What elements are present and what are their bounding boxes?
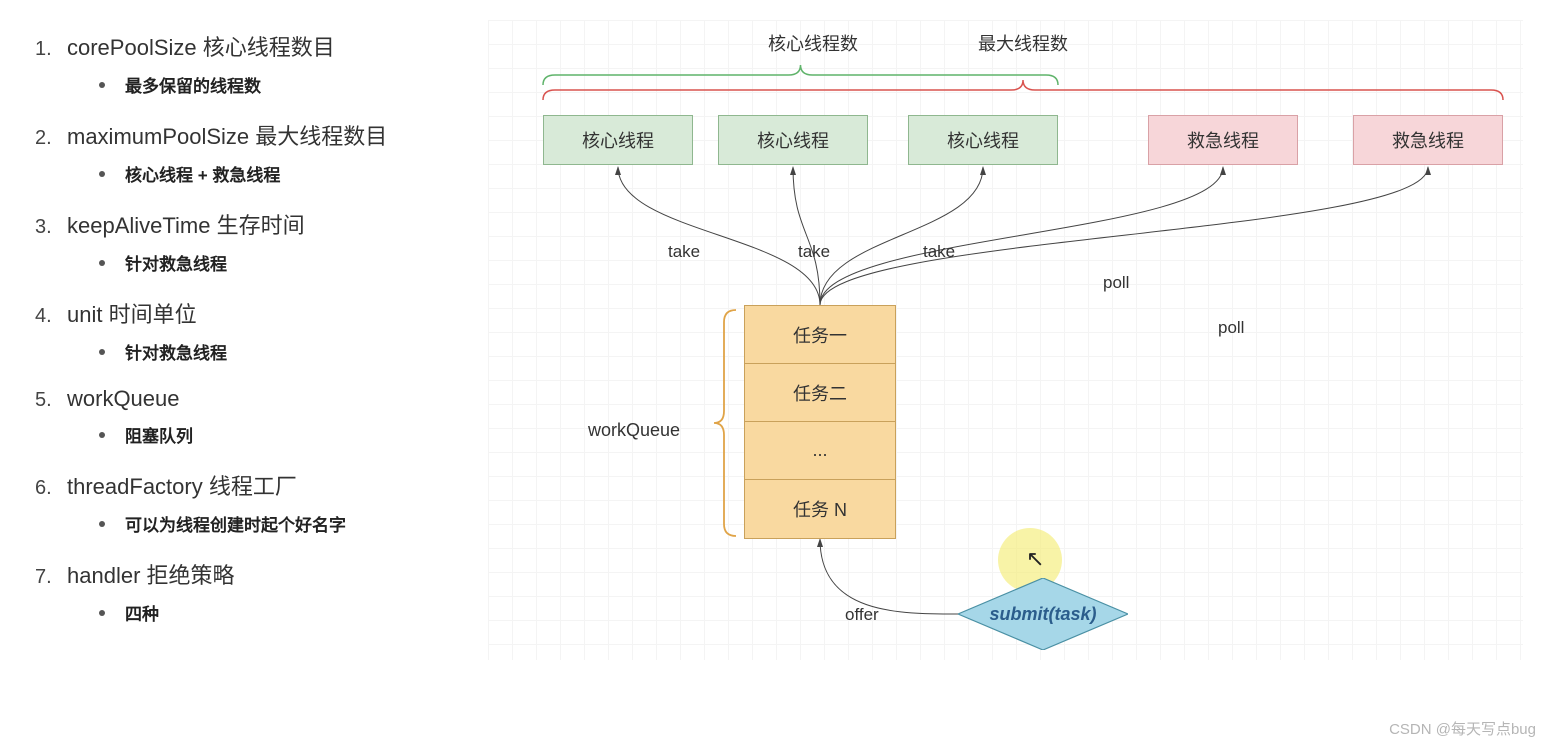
list-title: keepAliveTime 生存时间 (67, 208, 305, 240)
work-queue: 任务一 任务二 ... 任务 N (744, 305, 896, 539)
queue-cell: 任务一 (745, 306, 895, 364)
rescue-thread-box: 救急线程 (1353, 115, 1503, 165)
edge-label-take: take (923, 242, 955, 262)
core-thread-box: 核心线程 (543, 115, 693, 165)
list-item: 1.corePoolSize 核心线程数目 最多保留的线程数 (35, 30, 465, 97)
edge-label-take: take (668, 242, 700, 262)
list-item: 3.keepAliveTime 生存时间 针对救急线程 (35, 208, 465, 275)
bullet-icon (99, 349, 105, 355)
list-num: 2. (35, 127, 67, 150)
work-queue-label: workQueue (588, 420, 680, 441)
list-item: 4.unit 时间单位 针对救急线程 (35, 297, 465, 364)
list-num: 6. (35, 477, 67, 500)
edge-label-take: take (798, 242, 830, 262)
queue-cell: 任务 N (745, 480, 895, 538)
submit-diamond: submit(task) (958, 578, 1128, 650)
list-title: unit 时间单位 (67, 297, 197, 329)
thread-label: 核心线程 (947, 127, 1019, 153)
watermark: CSDN @每天写点bug (1389, 718, 1536, 739)
list-num: 5. (35, 389, 67, 412)
thread-pool-diagram: 核心线程数 最大线程数 核心线程 核心线程 核心线程 救急线程 救急线程 任务一… (488, 20, 1523, 660)
cursor-icon: ↖ (1026, 546, 1044, 572)
edge-label-poll: poll (1218, 318, 1244, 338)
thread-label: 核心线程 (757, 127, 829, 153)
thread-label: 救急线程 (1187, 127, 1259, 153)
bullet-icon (99, 610, 105, 616)
submit-label: submit(task) (989, 604, 1096, 625)
list-sub: 可以为线程创建时起个好名字 (125, 511, 346, 536)
bullet-icon (99, 82, 105, 88)
list-num: 7. (35, 566, 67, 589)
list-title: workQueue (67, 386, 180, 412)
edge-label-offer: offer (845, 605, 879, 625)
list-sub: 核心线程 + 救急线程 (125, 161, 280, 186)
thread-label: 救急线程 (1392, 127, 1464, 153)
queue-cell: ... (745, 422, 895, 480)
list-title: maximumPoolSize 最大线程数目 (67, 119, 387, 151)
list-sub: 针对救急线程 (125, 339, 227, 364)
list-sub: 最多保留的线程数 (125, 72, 261, 97)
list-item: 5.workQueue 阻塞队列 (35, 386, 465, 447)
bullet-icon (99, 521, 105, 527)
list-sub: 针对救急线程 (125, 250, 227, 275)
bullet-icon (99, 432, 105, 438)
list-item: 7.handler 拒绝策略 四种 (35, 558, 465, 625)
list-title: threadFactory 线程工厂 (67, 469, 297, 501)
core-thread-box: 核心线程 (908, 115, 1058, 165)
list-num: 3. (35, 216, 67, 239)
edge-label-poll: poll (1103, 273, 1129, 293)
list-item: 6.threadFactory 线程工厂 可以为线程创建时起个好名字 (35, 469, 465, 536)
list-num: 4. (35, 305, 67, 328)
page-root: 1.corePoolSize 核心线程数目 最多保留的线程数 2.maximum… (0, 0, 1556, 749)
core-thread-box: 核心线程 (718, 115, 868, 165)
bullet-icon (99, 171, 105, 177)
list-num: 1. (35, 38, 67, 61)
parameter-list: 1.corePoolSize 核心线程数目 最多保留的线程数 2.maximum… (35, 30, 465, 647)
bullet-icon (99, 260, 105, 266)
list-sub: 阻塞队列 (125, 422, 193, 447)
thread-label: 核心线程 (582, 127, 654, 153)
rescue-thread-box: 救急线程 (1148, 115, 1298, 165)
list-title: handler 拒绝策略 (67, 558, 235, 590)
queue-cell: 任务二 (745, 364, 895, 422)
list-sub: 四种 (125, 600, 159, 625)
list-title: corePoolSize 核心线程数目 (67, 30, 335, 62)
list-item: 2.maximumPoolSize 最大线程数目 核心线程 + 救急线程 (35, 119, 465, 186)
